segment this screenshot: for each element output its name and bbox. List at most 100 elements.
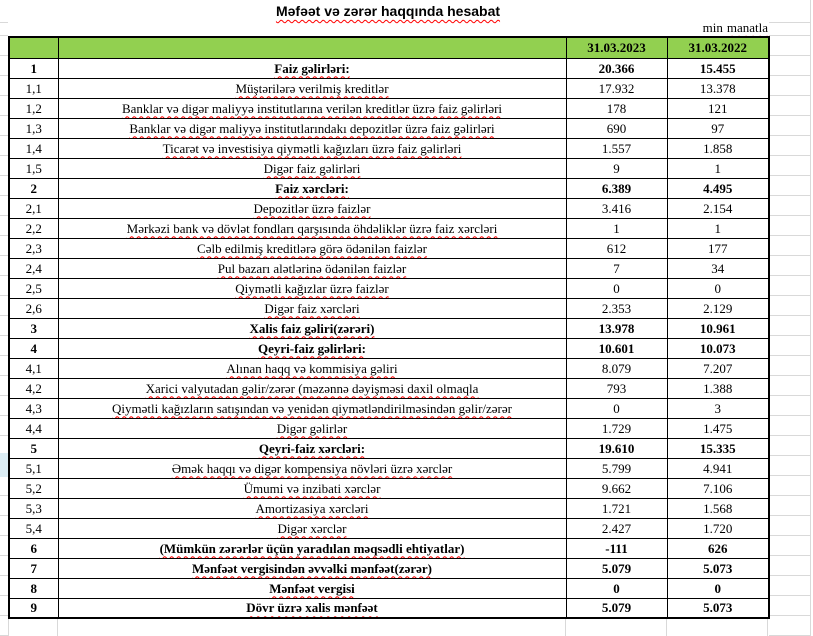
description-cell[interactable]: Pul bazarı alətlərinə ödənilən faizlər	[57, 257, 567, 279]
description-cell[interactable]: Banklar və digər maliyyə institutlarında…	[57, 117, 567, 139]
value-2023-cell[interactable]: 19.610	[565, 437, 668, 459]
value-2023-cell[interactable]: 8.079	[565, 357, 668, 379]
value-2022-cell[interactable]: 4.941	[666, 457, 770, 479]
value-2022-cell[interactable]: 15.335	[666, 437, 770, 459]
value-2023-cell[interactable]: 7	[565, 257, 668, 279]
value-2023-cell[interactable]: 1.721	[565, 497, 668, 519]
row-index-cell[interactable]: 6	[8, 537, 59, 559]
value-2022-cell[interactable]: 97	[666, 117, 770, 139]
value-2023-cell[interactable]: 0	[565, 577, 668, 599]
value-2023-cell[interactable]: 0	[565, 397, 668, 419]
description-cell[interactable]: Qeyri-faiz xərcləri:	[57, 437, 567, 459]
value-2022-cell[interactable]: 7.207	[666, 357, 770, 379]
header-cell-date-2023[interactable]: 31.03.2023	[565, 36, 668, 59]
description-cell[interactable]: Depozitlər üzrə faizlər	[57, 197, 567, 219]
row-index-cell[interactable]: 2,6	[8, 297, 59, 319]
header-cell-index[interactable]	[8, 36, 59, 59]
description-cell[interactable]: Qiymətli kağızlar üzrə faizlər	[57, 277, 567, 299]
value-2023-cell[interactable]: 5.079	[565, 557, 668, 579]
row-index-cell[interactable]: 5,3	[8, 497, 59, 519]
value-2022-cell[interactable]: 0	[666, 277, 770, 299]
value-2023-cell[interactable]: 10.601	[565, 337, 668, 359]
description-cell[interactable]: Banklar və digər maliyyə institutlarına …	[57, 97, 567, 119]
row-index-cell[interactable]: 1,4	[8, 137, 59, 159]
value-2022-cell[interactable]: 2.129	[666, 297, 770, 319]
value-2022-cell[interactable]: 4.495	[666, 177, 770, 199]
description-cell[interactable]: Ümumi və inzibati xərclər	[57, 477, 567, 499]
header-cell-date-2022[interactable]: 31.03.2022	[666, 36, 770, 59]
value-2023-cell[interactable]: 690	[565, 117, 668, 139]
row-index-cell[interactable]: 8	[8, 577, 59, 599]
row-index-cell[interactable]: 2,5	[8, 277, 59, 299]
description-cell[interactable]: Əmək haqqı və digər kompensiya növləri ü…	[57, 457, 567, 479]
value-2022-cell[interactable]: 0	[666, 577, 770, 599]
row-index-cell[interactable]: 4,4	[8, 417, 59, 439]
value-2022-cell[interactable]: 2.154	[666, 197, 770, 219]
value-2022-cell[interactable]: 5.073	[666, 597, 770, 619]
description-cell[interactable]: Müştərilərə verilmiş kreditlər	[57, 77, 567, 99]
value-2022-cell[interactable]: 1	[666, 157, 770, 179]
row-index-cell[interactable]: 5,4	[8, 517, 59, 539]
value-2023-cell[interactable]: 6.389	[565, 177, 668, 199]
value-2022-cell[interactable]: 1.388	[666, 377, 770, 399]
value-2023-cell[interactable]: 2.427	[565, 517, 668, 539]
row-index-cell[interactable]: 5,2	[8, 477, 59, 499]
description-cell[interactable]: (Mümkün zərərlər üçün yaradılan məqsədli…	[57, 537, 567, 559]
value-2022-cell[interactable]: 1	[666, 217, 770, 239]
description-cell[interactable]: Cəlb edilmiş kreditlərə görə ödənilən fa…	[57, 237, 567, 259]
row-index-cell[interactable]: 2,3	[8, 237, 59, 259]
row-index-cell[interactable]: 5	[8, 437, 59, 459]
description-cell[interactable]: Digər faiz xərcləri	[57, 297, 567, 319]
row-index-cell[interactable]: 4,2	[8, 377, 59, 399]
row-index-cell[interactable]: 1,5	[8, 157, 59, 179]
value-2023-cell[interactable]: 0	[565, 277, 668, 299]
description-cell[interactable]: Dövr üzrə xalis mənfəət	[57, 597, 567, 619]
value-2022-cell[interactable]: 10.073	[666, 337, 770, 359]
value-2022-cell[interactable]: 1.568	[666, 497, 770, 519]
value-2022-cell[interactable]: 13.378	[666, 77, 770, 99]
description-cell[interactable]: Faiz gəlirləri:	[57, 57, 567, 79]
description-cell[interactable]: Ticarət və investisiya qiymətli kağızlar…	[57, 137, 567, 159]
row-index-cell[interactable]: 2,4	[8, 257, 59, 279]
description-cell[interactable]: Digər xərclər	[57, 517, 567, 539]
value-2022-cell[interactable]: 177	[666, 237, 770, 259]
value-2022-cell[interactable]: 5.073	[666, 557, 770, 579]
value-2022-cell[interactable]: 34	[666, 257, 770, 279]
value-2023-cell[interactable]: 2.353	[565, 297, 668, 319]
value-2022-cell[interactable]: 1.858	[666, 137, 770, 159]
row-index-cell[interactable]: 1,3	[8, 117, 59, 139]
description-cell[interactable]: Digər faiz gəlirləri	[57, 157, 567, 179]
description-cell[interactable]: Qeyri-faiz gəlirləri:	[57, 337, 567, 359]
row-index-cell[interactable]: 1,2	[8, 97, 59, 119]
description-cell[interactable]: Alınan haqq və kommisiya gəliri	[57, 357, 567, 379]
row-index-cell[interactable]: 2,2	[8, 217, 59, 239]
description-cell[interactable]: Amortizasiya xərcləri	[57, 497, 567, 519]
value-2023-cell[interactable]: 9.662	[565, 477, 668, 499]
description-cell[interactable]: Xalis faiz gəliri(zərəri)	[57, 317, 567, 339]
row-index-cell[interactable]: 9	[8, 597, 59, 619]
row-index-cell[interactable]: 4	[8, 337, 59, 359]
row-index-cell[interactable]: 7	[8, 557, 59, 579]
value-2023-cell[interactable]: 13.978	[565, 317, 668, 339]
value-2023-cell[interactable]: 612	[565, 237, 668, 259]
value-2023-cell[interactable]: 5.079	[565, 597, 668, 619]
value-2023-cell[interactable]: 9	[565, 157, 668, 179]
description-cell[interactable]: Qiymətli kağızların satışından və yenidə…	[57, 397, 567, 419]
value-2023-cell[interactable]: 1.729	[565, 417, 668, 439]
value-2022-cell[interactable]: 626	[666, 537, 770, 559]
value-2023-cell[interactable]: -111	[565, 537, 668, 559]
value-2022-cell[interactable]: 3	[666, 397, 770, 419]
value-2023-cell[interactable]: 1	[565, 217, 668, 239]
row-index-cell[interactable]: 5,1	[8, 457, 59, 479]
header-cell-description[interactable]	[57, 36, 567, 59]
value-2023-cell[interactable]: 178	[565, 97, 668, 119]
description-cell[interactable]: Faiz xərcləri:	[57, 177, 567, 199]
value-2022-cell[interactable]: 15.455	[666, 57, 770, 79]
value-2022-cell[interactable]: 7.106	[666, 477, 770, 499]
value-2023-cell[interactable]: 17.932	[565, 77, 668, 99]
row-index-cell[interactable]: 4,1	[8, 357, 59, 379]
description-cell[interactable]: Digər gəlirlər	[57, 417, 567, 439]
row-index-cell[interactable]: 1,1	[8, 77, 59, 99]
description-cell[interactable]: Mənfəət vergisi	[57, 577, 567, 599]
description-cell[interactable]: Mənfəət vergisindən əvvəlki mənfəət(zərə…	[57, 557, 567, 579]
